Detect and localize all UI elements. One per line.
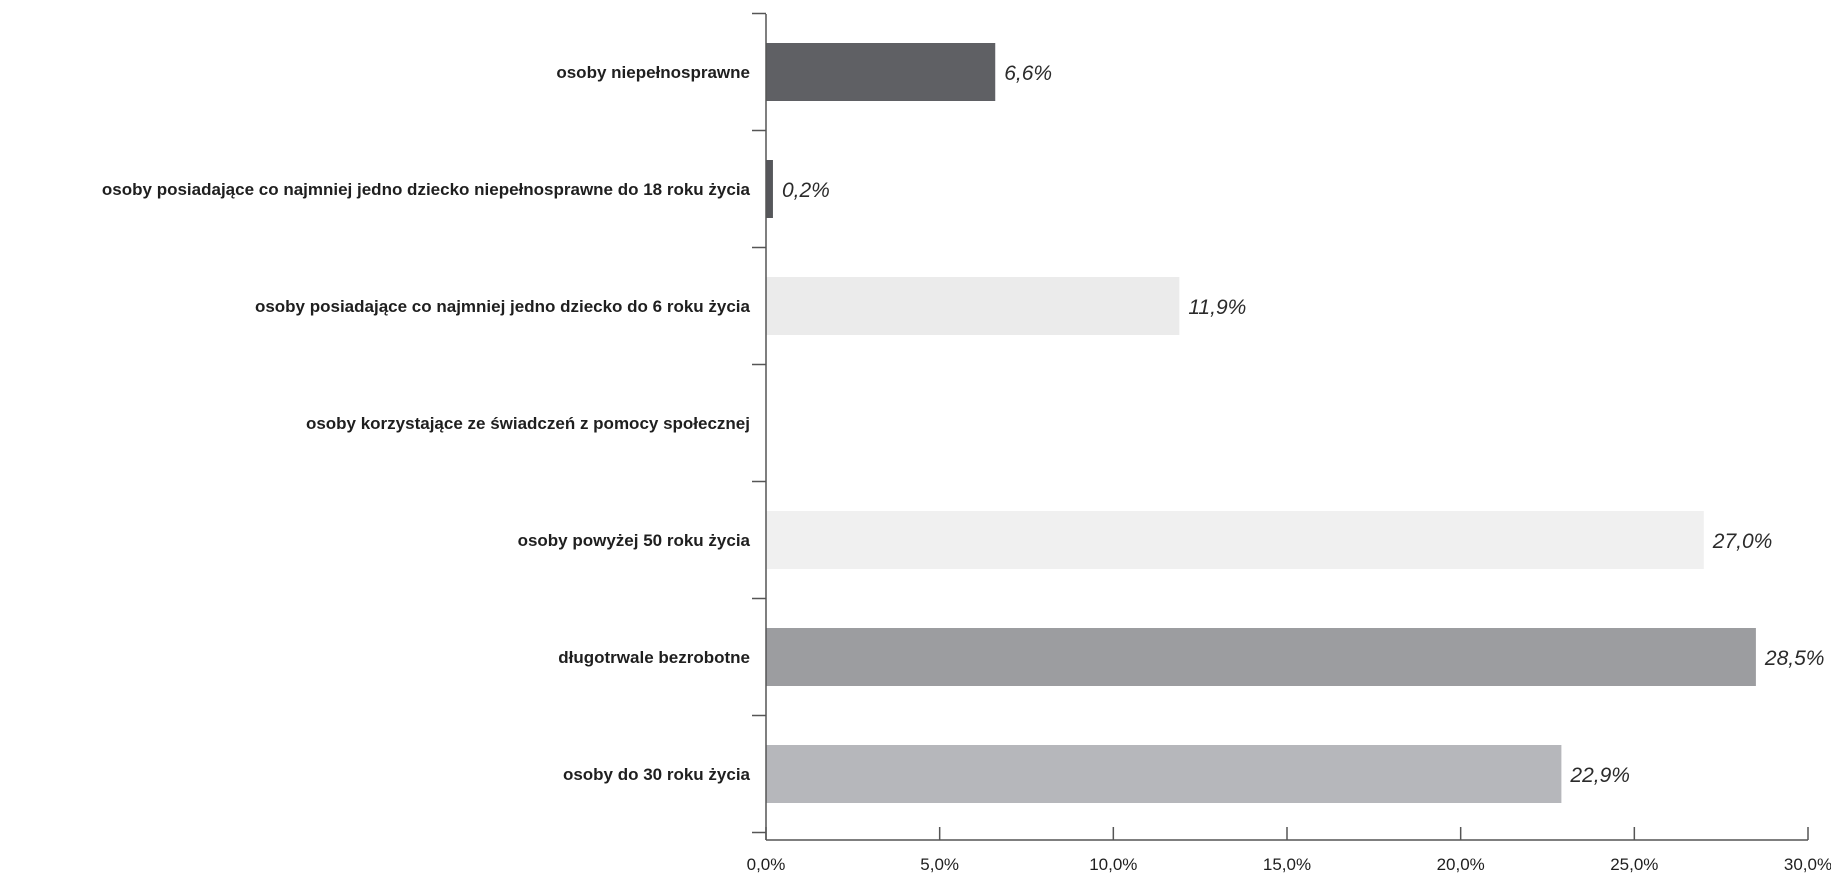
category-label: osoby niepełnosprawne <box>556 63 750 82</box>
category-label: osoby do 30 roku życia <box>563 765 751 784</box>
bar <box>766 628 1756 686</box>
category-label: osoby posiadające co najmniej jedno dzie… <box>102 180 751 199</box>
x-tick-label: 15,0% <box>1263 855 1311 874</box>
category-label: osoby posiadające co najmniej jedno dzie… <box>255 297 751 316</box>
bar <box>766 277 1180 335</box>
data-label: 0,2% <box>782 179 830 202</box>
bar <box>766 511 1704 569</box>
axis-layer <box>752 12 1809 841</box>
bar <box>766 745 1562 803</box>
bar <box>766 160 773 218</box>
x-tick-label: 20,0% <box>1437 855 1485 874</box>
bar <box>766 43 996 101</box>
x-tick-label: 25,0% <box>1610 855 1658 874</box>
x-tick-label: 0,0% <box>747 855 786 874</box>
data-label: 22,9% <box>1569 764 1630 787</box>
data-label: 6,6% <box>1004 62 1052 85</box>
data-label: 27,0% <box>1712 530 1773 553</box>
data-label: 28,5% <box>1764 647 1825 670</box>
category-label: osoby korzystające ze świadczeń z pomocy… <box>306 414 750 433</box>
data-label: 11,9% <box>1188 296 1246 319</box>
category-label: długotrwale bezrobotne <box>558 648 750 667</box>
x-tick-label: 10,0% <box>1089 855 1137 874</box>
x-tick-label: 30,0% <box>1784 855 1831 874</box>
labels-layer: osoby niepełnosprawne 6,6% osoby posiadają… <box>102 62 1831 874</box>
x-tick-label: 5,0% <box>920 855 959 874</box>
bars-layer <box>766 43 1756 803</box>
category-label: osoby powyżej 50 roku życia <box>518 531 751 550</box>
